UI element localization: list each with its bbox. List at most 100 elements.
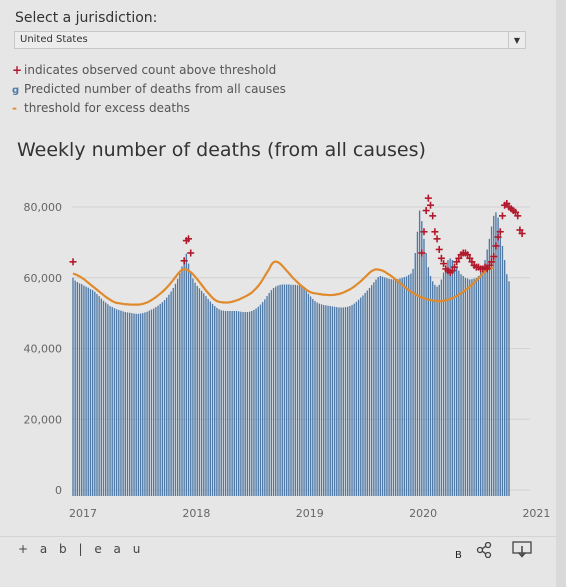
- bar: [122, 311, 124, 496]
- bar: [421, 221, 423, 496]
- bar: [159, 303, 161, 496]
- bar: [242, 312, 244, 496]
- bar: [397, 279, 399, 496]
- bar: [214, 306, 216, 496]
- bar: [113, 308, 116, 496]
- tableau-logo[interactable]: + a b | e a u: [18, 542, 145, 556]
- bar: [129, 312, 131, 496]
- bar: [475, 277, 477, 496]
- plus-marker: [180, 257, 188, 265]
- bar: [484, 260, 486, 496]
- scrollbar[interactable]: [556, 0, 566, 587]
- bar: [105, 302, 107, 496]
- bar: [320, 304, 323, 496]
- plus-marker: [494, 233, 502, 241]
- bar: [264, 299, 266, 496]
- bar: [74, 280, 76, 496]
- bar: [386, 278, 388, 496]
- bar: [370, 285, 373, 496]
- plus-marker: [468, 258, 476, 266]
- plus-marker: [518, 230, 526, 238]
- bar: [163, 300, 166, 496]
- bar: [323, 304, 325, 496]
- above-threshold-markers: [69, 194, 526, 276]
- bar: [238, 311, 240, 496]
- bar: [303, 288, 305, 496]
- bar: [109, 306, 111, 496]
- jurisdiction-dropdown[interactable]: United States ▼: [14, 31, 526, 49]
- chart-gridlines: [72, 206, 530, 491]
- x-tick-label: 2017: [69, 507, 97, 520]
- bar: [301, 286, 303, 496]
- bar: [495, 212, 497, 496]
- bar: [394, 279, 397, 496]
- bar: [231, 311, 233, 496]
- bar: [336, 307, 338, 496]
- bar: [179, 273, 181, 496]
- bar: [445, 265, 447, 496]
- plus-marker: [466, 254, 474, 262]
- bar: [135, 313, 137, 496]
- bar: [479, 272, 482, 496]
- bar: [453, 263, 456, 496]
- bar: [240, 311, 242, 496]
- bar: [414, 252, 416, 496]
- bar: [294, 284, 297, 496]
- bar: [216, 307, 218, 496]
- bar: [148, 310, 150, 496]
- chart-bars: [72, 210, 510, 497]
- bar: [220, 310, 222, 496]
- x-tick-label: 2019: [296, 507, 324, 520]
- bar: [196, 285, 198, 496]
- bar: [152, 308, 155, 496]
- download-icon[interactable]: [512, 541, 532, 559]
- bar: [102, 300, 105, 496]
- plus-marker: [492, 242, 500, 250]
- bar: [120, 310, 122, 496]
- bar: [133, 313, 135, 496]
- plus-marker: [437, 254, 445, 262]
- bar: [362, 295, 364, 496]
- bar: [275, 286, 277, 496]
- plus-marker: [464, 251, 472, 259]
- bar: [508, 281, 510, 496]
- bar: [131, 313, 133, 497]
- bar: [436, 286, 438, 496]
- bar: [456, 267, 458, 496]
- bar: [277, 285, 279, 496]
- bar: [118, 309, 120, 496]
- bar: [227, 311, 229, 496]
- share-icon[interactable]: [476, 542, 492, 558]
- bar: [353, 303, 355, 496]
- bar: [366, 290, 368, 496]
- bar: [331, 306, 334, 496]
- plus-marker: [488, 258, 496, 266]
- bar: [244, 312, 246, 496]
- bar: [209, 301, 212, 496]
- chevron-down-icon[interactable]: ▼: [508, 32, 525, 48]
- bar: [392, 279, 395, 496]
- bar: [309, 296, 312, 496]
- plus-marker: [485, 261, 493, 269]
- plus-marker: [433, 235, 441, 243]
- bar: [279, 284, 281, 496]
- plus-marker: [503, 199, 511, 207]
- plus-marker: [422, 207, 430, 215]
- bar: [318, 303, 321, 496]
- legend-item-observed: + indicates observed count above threshol…: [12, 63, 276, 77]
- x-tick-label: 2021: [522, 507, 550, 520]
- bar: [482, 267, 484, 496]
- bar: [161, 302, 164, 496]
- bar: [477, 275, 480, 496]
- bar: [333, 306, 336, 496]
- bar: [87, 287, 89, 496]
- bar: [351, 304, 353, 496]
- bar: [207, 298, 209, 496]
- bar: [399, 278, 401, 496]
- bar: [190, 272, 192, 496]
- bar: [488, 238, 491, 496]
- plus-marker: [453, 258, 461, 266]
- jurisdiction-selected-value: United States: [20, 34, 88, 45]
- bar: [198, 288, 201, 496]
- bar: [253, 309, 255, 496]
